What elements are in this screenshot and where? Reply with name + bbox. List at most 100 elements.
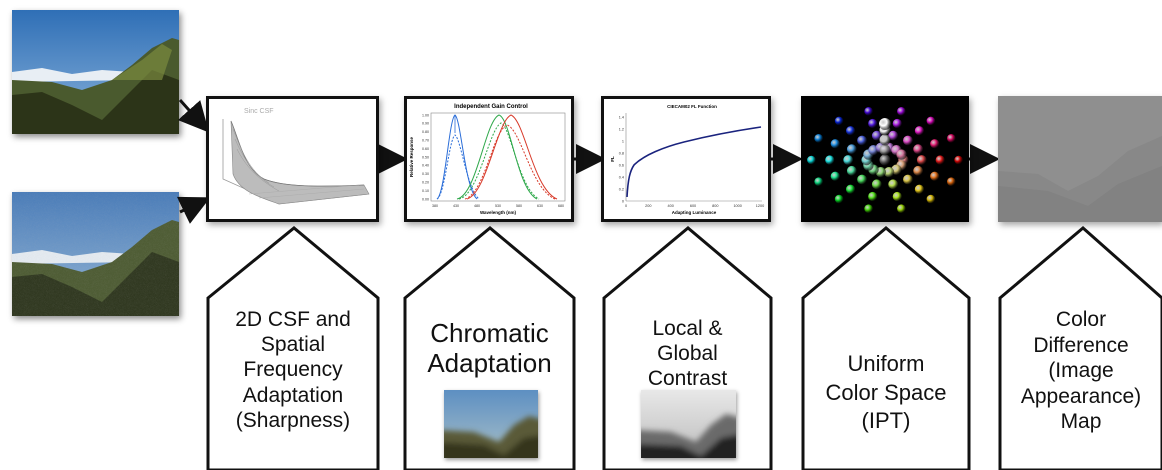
mountain-landscape-photo-icon (12, 10, 179, 134)
color-ball (926, 116, 936, 126)
color-ball (879, 118, 891, 130)
fl-y-tick-label: 0.2 (619, 187, 624, 191)
color-ball (830, 171, 840, 181)
color-ball (834, 194, 844, 204)
stage-label-contrast: Local & Global Contrast (604, 316, 771, 392)
reference-photo (12, 10, 179, 134)
color-ball (897, 204, 906, 213)
pentagon-csf (206, 226, 380, 470)
difference-map-image-icon (998, 96, 1162, 222)
stage-label-line: (Image (1048, 359, 1114, 383)
stage-label-line: (IPT) (861, 408, 911, 434)
stage-label-line: Difference (1033, 333, 1129, 357)
gain-xlabel: Wavelength (nm) (480, 210, 517, 215)
gain-x-tick-label: 480 (474, 204, 480, 208)
stage-label-line: Color Space (825, 379, 947, 405)
gain-y-tick-label: 0.40 (422, 164, 429, 168)
ipt-color-sphere (801, 96, 969, 222)
color-ball (914, 126, 925, 136)
grayscale-landscape-icon (641, 390, 736, 458)
color-sphere-icon (807, 107, 963, 213)
color-ball (830, 139, 840, 149)
stage-label-chromatic: Chromatic Adaptation (405, 318, 574, 379)
gain-plot-box: Independent Gain Control 0.00 0.10 0.20 0.3… (404, 96, 574, 222)
fl-x-tick-label: 600 (690, 204, 696, 208)
fl-plot-box: CIECAM02 FL Function 0 0.2 0.4 0.6 0.8 1 1.2 1.… (601, 96, 771, 222)
color-ball (807, 155, 816, 165)
stage-label-line: Uniform (847, 351, 925, 376)
color-ball (892, 191, 902, 202)
csf-title: Sinc CSF (244, 108, 274, 115)
color-ball (892, 118, 902, 129)
gain-x-tick-label: 580 (516, 204, 522, 208)
stage-label-line: Color (1055, 308, 1107, 331)
color-ball (814, 134, 823, 143)
color-ball (845, 184, 856, 194)
gain-ylabel: Relative Response (409, 137, 414, 178)
gain-y-tick-label: 0.60 (422, 147, 429, 151)
color-ball (913, 165, 924, 176)
color-ball (864, 107, 873, 116)
stage-label-line: Appearance) (1020, 384, 1142, 408)
color-ball (843, 155, 854, 165)
fl-y-tick-label: 1.4 (619, 115, 624, 119)
stage-label-line: Contrast (647, 367, 728, 391)
gain-y-tick-label: 1.00 (422, 113, 429, 117)
fl-y-tick-label: 1.2 (619, 127, 624, 131)
color-ball (814, 177, 823, 186)
stage-label-line: Chromatic (430, 318, 549, 348)
color-ball (935, 155, 945, 165)
fl-x-tick-label: 200 (645, 204, 651, 208)
color-ball (897, 107, 906, 116)
fl-y-tick-label: 0 (622, 199, 624, 203)
stage-label-line: Frequency (243, 358, 343, 382)
gain-x-tick-label: 680 (558, 204, 564, 208)
fl-y-tick-label: 1 (622, 139, 624, 143)
color-ball (846, 165, 857, 176)
color-ball (834, 116, 844, 126)
fl-xlabel: Adapting Luminance (672, 210, 717, 215)
gain-title: Independent Gain Control (454, 104, 528, 110)
gain-y-tick-label: 0.10 (422, 189, 429, 193)
color-ball (888, 179, 899, 190)
stage-label-difference: Color Difference (Image Appearance) Map (1000, 307, 1162, 435)
fl-x-tick-label: 1200 (756, 204, 764, 208)
arrow-ref-to-csf (177, 99, 209, 133)
pentagon-ipt (801, 226, 971, 470)
color-ball (868, 118, 878, 129)
gain-x-tick-label: 530 (495, 204, 501, 208)
gain-y-tick-label: 0.70 (422, 139, 429, 143)
color-ball (930, 171, 940, 181)
color-ball (845, 126, 856, 136)
gain-y-tick-label: 0.30 (422, 172, 429, 176)
color-ball (846, 144, 857, 155)
gain-y-tick-label: 0.50 (422, 155, 429, 159)
fl-title: CIECAM02 FL Function (667, 104, 717, 109)
stage-label-line: Local & (652, 317, 723, 340)
color-ball (857, 135, 867, 146)
color-ball (864, 204, 873, 213)
stage-label-line: Adaptation (242, 383, 344, 407)
color-ball (930, 139, 940, 149)
gain-x-tick-label: 630 (537, 204, 543, 208)
fl-x-tick-label: 800 (712, 204, 718, 208)
gain-y-tick-label: 0.80 (422, 130, 429, 134)
color-ball (913, 144, 924, 155)
stage-label-line: Spatial (260, 333, 326, 357)
contrast-thumbnail (641, 390, 736, 458)
color-ball (903, 174, 913, 185)
gain-y-tick-label: 0.00 (422, 197, 429, 201)
color-ball (871, 130, 882, 141)
stage-label-csf: 2D CSF and Spatial Frequency Adaptation … (208, 307, 378, 433)
gain-y-tick-label: 0.20 (422, 181, 429, 185)
fl-x-tick-label: 1000 (733, 204, 741, 208)
difference-map (998, 96, 1162, 222)
color-ball (916, 155, 927, 165)
color-ball (871, 179, 882, 190)
color-ball (868, 191, 878, 202)
color-ball (825, 155, 835, 165)
color-ball (883, 166, 895, 178)
fl-y-tick-label: 0.6 (619, 163, 624, 167)
pentagon-difference (998, 226, 1162, 470)
